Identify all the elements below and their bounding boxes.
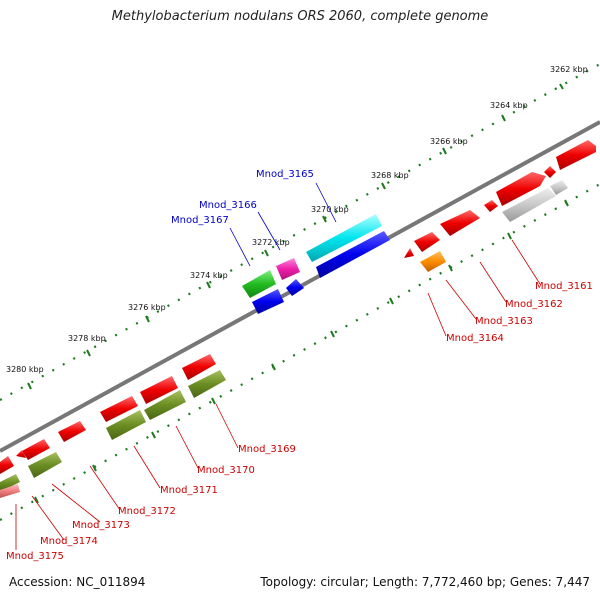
major-tick <box>564 199 569 207</box>
gene-arrow <box>0 474 20 492</box>
scale-label: 3266 kbp <box>430 137 468 146</box>
gene-label[interactable]: Mnod_3161 <box>535 281 593 292</box>
gene-arrow <box>502 188 556 222</box>
gene-arrow <box>556 140 596 170</box>
gene-label[interactable]: Mnod_3166 <box>199 200 257 211</box>
gene-arrow <box>276 258 300 280</box>
gene-arrow <box>58 421 86 442</box>
gene-arrow <box>28 452 62 478</box>
leader-lines <box>15 182 541 550</box>
gene-arrow <box>252 289 284 314</box>
gene-arrow <box>188 370 226 398</box>
scale-label: 3264 kbp <box>490 101 528 110</box>
major-tick <box>206 281 211 289</box>
gene-label[interactable]: Mnod_3173 <box>72 520 130 531</box>
gene-arrow <box>100 396 138 422</box>
gene-arrow <box>0 456 14 474</box>
gene-arrow <box>550 180 568 195</box>
gene-arrow <box>16 450 26 458</box>
major-tick <box>322 215 327 223</box>
major-tick <box>86 349 91 357</box>
gene-label[interactable]: Mnod_3171 <box>160 485 218 496</box>
gene-arrow <box>414 232 440 252</box>
outer-scale-track <box>0 63 600 401</box>
major-tick <box>330 330 335 338</box>
gene-label[interactable]: Mnod_3174 <box>40 536 98 547</box>
major-tick <box>389 297 394 305</box>
scale-label: 3280 kbp <box>6 365 44 374</box>
gene-label[interactable]: Mnod_3170 <box>197 465 255 476</box>
scale-label: 3274 kbp <box>190 271 228 280</box>
gene-arrow <box>316 231 390 278</box>
major-tick <box>145 315 150 323</box>
gene-arrow <box>404 248 414 258</box>
gene-arrow <box>496 172 546 206</box>
scale-label: 3272 kbp <box>252 238 290 247</box>
gene-arrow <box>242 270 276 298</box>
gene-arrow <box>182 354 216 380</box>
gene-arrow <box>440 210 480 236</box>
scale-label: 3268 kbp <box>371 171 409 180</box>
gene-arrow <box>484 200 498 212</box>
gene-label[interactable]: Mnod_3175 <box>6 551 64 562</box>
forward-genes <box>242 140 596 314</box>
major-tick <box>271 363 276 371</box>
topology-summary: Topology: circular; Length: 7,772,460 bp… <box>260 575 590 589</box>
map-title: Methylobacterium nodulans ORS 2060, comp… <box>111 9 489 24</box>
major-tick <box>381 182 386 190</box>
major-tick <box>34 496 39 504</box>
major-tick <box>559 83 564 90</box>
reverse-genes <box>0 354 226 498</box>
major-tick <box>501 114 506 122</box>
gene-label[interactable]: Mnod_3172 <box>118 506 176 517</box>
inner-scale-track <box>0 183 600 521</box>
gene-arrow <box>22 439 50 460</box>
gene-label[interactable]: Mnod_3169 <box>238 444 296 455</box>
gene-label[interactable]: Mnod_3165 <box>256 169 314 180</box>
gene-label[interactable]: Mnod_3163 <box>475 316 533 327</box>
gene-arrow <box>140 376 178 404</box>
gene-arrow <box>420 251 446 272</box>
gene-arrow <box>306 214 382 262</box>
gene-arrow <box>286 279 304 296</box>
gene-label[interactable]: Mnod_3162 <box>505 299 563 310</box>
gene-arrow <box>544 166 556 178</box>
major-tick <box>151 431 156 439</box>
gene-arrow <box>144 390 186 420</box>
major-tick <box>27 382 32 390</box>
scale-label: 3276 kbp <box>128 303 166 312</box>
gene-label[interactable]: Mnod_3167 <box>171 215 229 226</box>
scale-labels: 3262 kbp 3264 kbp 3266 kbp 3268 kbp 3270… <box>6 65 588 374</box>
major-tick <box>264 249 269 257</box>
scale-label: 3278 kbp <box>68 334 106 343</box>
major-tick <box>442 147 447 155</box>
major-tick <box>92 464 97 472</box>
gene-label[interactable]: Mnod_3164 <box>446 333 504 344</box>
gene-arrow <box>0 484 20 498</box>
scale-label: 3262 kbp <box>550 65 588 74</box>
major-tick <box>448 264 453 272</box>
accession-text: Accession: NC_011894 <box>9 575 146 589</box>
major-tick <box>211 397 216 405</box>
gene-arrow <box>106 410 146 440</box>
major-tick <box>507 232 512 240</box>
gene-labels: Mnod_3165 Mnod_3166 Mnod_3167 Mnod_3161 … <box>6 169 593 562</box>
